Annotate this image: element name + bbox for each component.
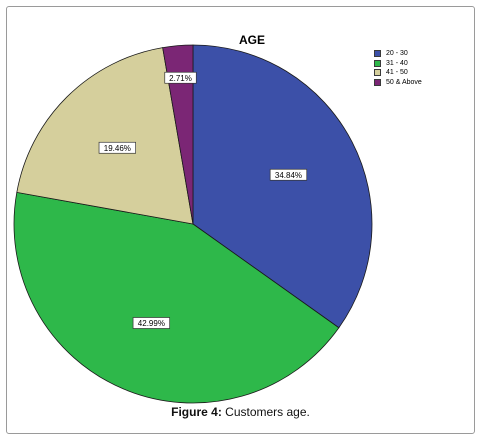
legend-label: 20 - 30 — [386, 50, 408, 57]
pie-slice — [13, 191, 340, 404]
slice-label-box — [132, 317, 171, 329]
figure-caption: Figure 4: Customers age. — [0, 405, 481, 419]
slice-label: 42.99% — [138, 319, 165, 328]
slice-label-box — [269, 168, 308, 181]
legend-item: 41 - 50 — [374, 68, 422, 78]
legend-label: 50 & Above — [386, 78, 422, 86]
caption-text: Customers age. — [221, 405, 310, 419]
caption-label: Figure 4: — [171, 405, 222, 419]
pie-slice — [192, 44, 373, 329]
chart-title: AGE — [238, 33, 265, 47]
legend-swatch — [374, 79, 381, 87]
pie-slice — [162, 44, 194, 225]
legend-label: 31 - 40 — [386, 59, 408, 67]
legend-item: 20 - 30 — [374, 49, 422, 59]
legend-swatch — [374, 69, 381, 77]
slice-label-box — [164, 71, 197, 84]
legend-item: 31 - 40 — [374, 59, 422, 69]
pie-slice — [16, 47, 194, 225]
chart-legend: 20 - 30 31 - 40 41 - 50 50 & Above — [374, 49, 422, 87]
slice-label: 19.46% — [104, 144, 131, 153]
slice-label: 34.84% — [275, 171, 302, 180]
slice-label-box — [98, 141, 136, 154]
legend-item: 50 & Above — [374, 78, 422, 88]
slice-label: 2.71% — [169, 74, 192, 83]
legend-label: 41 - 50 — [386, 69, 408, 77]
legend-swatch — [374, 59, 381, 67]
legend-swatch — [374, 50, 381, 58]
